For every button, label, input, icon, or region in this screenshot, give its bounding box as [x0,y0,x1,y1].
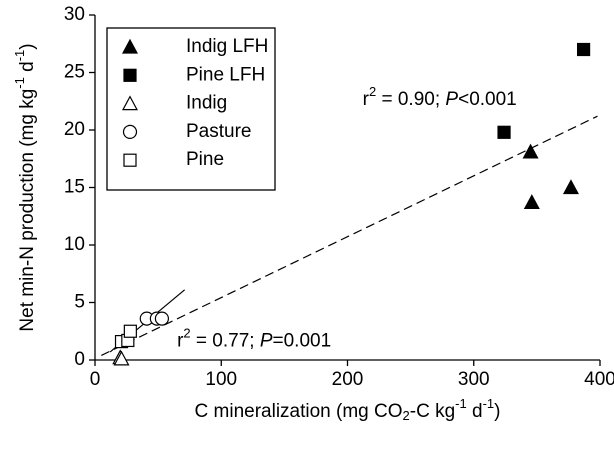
x-tick-label: 400 [584,369,614,390]
label-part: ) [17,43,38,49]
label-part: = 0.77; [191,331,260,352]
label-part: 2 [369,85,376,100]
marker [121,38,139,54]
marker [497,125,511,139]
label-part: = 0.90; [376,89,445,110]
legend-label: Pasture [186,121,251,142]
legend-label: Indig [186,93,227,114]
x-tick-label: 300 [458,369,490,390]
label-part: r [363,89,370,110]
marker [562,179,579,195]
label-part: 2 [403,408,410,423]
marker [123,68,137,82]
y-tick-label: 15 [64,177,85,198]
y-tick-label: 20 [64,119,85,140]
y-tick-label: 25 [64,62,85,83]
marker [123,153,137,167]
label-part: -C kg [410,401,455,422]
y-axis-label: Net min-N production (mg kg-1 d-1) [12,43,38,331]
marker [576,42,591,57]
label-part: 2 [183,326,190,341]
label-part: -1 [12,77,27,89]
y-tick-label: 0 [74,349,85,370]
marker [113,350,130,366]
marker [523,194,540,210]
marker [122,124,138,139]
x-tick-label: 0 [90,369,101,390]
label-part: <0.001 [458,89,517,110]
label-part: P [260,331,273,352]
x-tick-label: 200 [332,369,364,390]
annotation: r2 = 0.77; P=0.001 [177,326,331,352]
label-part: Net min-N production (mg kg [17,89,38,332]
label-part: d [467,401,483,422]
y-tick-label: 10 [64,234,85,255]
label-part: -1 [12,50,27,62]
marker [123,324,137,338]
label-part: r [177,331,184,352]
label-part: ) [494,401,500,422]
label-part: -1 [455,396,467,411]
y-tick-label: 30 [64,4,85,25]
legend-label: Pine LFH [186,64,265,85]
label-part: P [445,89,458,110]
fit-line [101,115,598,356]
legend-label: Pine [186,149,224,170]
label-part: d [17,61,38,77]
label-part: C mineralization (mg CO [195,401,403,422]
y-tick-label: 5 [74,292,85,313]
marker [522,143,539,159]
x-tick-label: 100 [205,369,237,390]
annotation: r2 = 0.90; P<0.001 [363,85,517,111]
x-axis-label: C mineralization (mg CO2-C kg-1 d-1) [195,396,501,423]
marker [154,311,170,326]
marker [121,95,139,111]
legend-label: Indig LFH [186,36,268,57]
label-part: -1 [483,396,495,411]
label-part: =0.001 [273,331,332,352]
